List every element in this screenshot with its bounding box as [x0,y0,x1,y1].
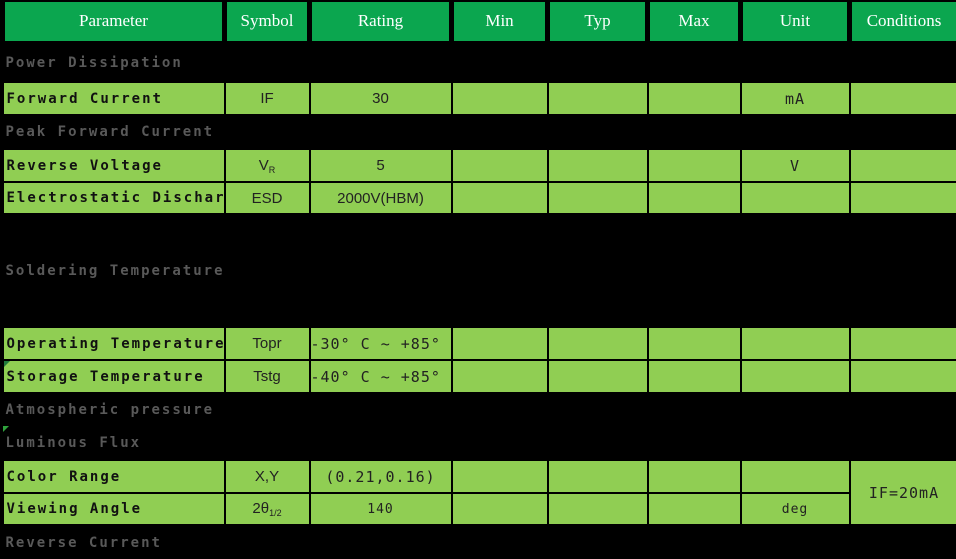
cell-min [452,493,548,525]
cell-conditions [850,182,956,214]
cell-unit [741,460,850,493]
cell-typ [548,327,648,360]
cell-symbol: IF [225,82,310,115]
symbol-subscript: 1/2 [269,508,282,518]
cell-unit [741,327,850,360]
section-row: Luminous Flux [3,426,956,460]
cell-parameter: Viewing Angle [3,493,225,525]
cell-parameter: Forward Current [3,82,225,115]
cell-symbol: 2θ1/2 [225,493,310,525]
cell-rating: 5 [310,149,452,182]
cell-conditions [850,82,956,115]
cell-rating: -40° C ~ +85° C [310,360,452,393]
cell-rating: 30 [310,82,452,115]
table-row-operating-temperature: Operating Temperature Topr -30° C ~ +85°… [3,327,956,360]
cell-conditions [850,149,956,182]
cell-parameter: Reverse Voltage [3,149,225,182]
section-row: Atmospheric pressure [3,393,956,426]
symbol-subscript: R [269,165,276,175]
cell-unit [741,360,850,393]
cell-symbol: Topr [225,327,310,360]
cell-max [648,82,741,115]
cell-min [452,360,548,393]
cell-typ [548,149,648,182]
column-header-parameter: Parameter [3,1,225,43]
section-row: Soldering Temperature [3,214,956,327]
cell-unit: deg [741,493,850,525]
cell-min [452,149,548,182]
column-header-symbol: Symbol [225,1,310,43]
comment-marker-icon [3,426,9,432]
cell-typ [548,82,648,115]
table-row-color-range: Color Range X,Y (0.21,0.16) IF=20mA [3,460,956,493]
cell-parameter: Color Range [3,460,225,493]
cell-parameter: Storage Temperature [3,360,225,393]
table-row-storage-temperature: Storage Temperature Tstg -40° C ~ +85° C [3,360,956,393]
cell-typ [548,360,648,393]
column-header-typ: Typ [548,1,648,43]
cell-typ [548,493,648,525]
cell-max [648,493,741,525]
cell-conditions [850,360,956,393]
section-row: Power Dissipation [3,43,956,82]
cell-rating: -30° C ~ +85° C [310,327,452,360]
cell-min [452,460,548,493]
section-label-reverse-current: Reverse Current [3,525,956,559]
cell-max [648,149,741,182]
cell-rating: 2000V(HBM) [310,182,452,214]
cell-symbol: VR [225,149,310,182]
cell-symbol: ESD [225,182,310,214]
cell-symbol: Tstg [225,360,310,393]
cell-min [452,82,548,115]
column-header-max: Max [648,1,741,43]
table-row-forward-current: Forward Current IF 30 mA [3,82,956,115]
column-header-min: Min [452,1,548,43]
cell-unit: V [741,149,850,182]
cell-parameter: Operating Temperature [3,327,225,360]
comment-marker-icon [4,361,10,367]
cell-min [452,327,548,360]
cell-rating: 140 [310,493,452,525]
cell-typ [548,460,648,493]
cell-unit: mA [741,82,850,115]
table-row-electrostatic-discharge: Electrostatic Discharge ESD 2000V(HBM) [3,182,956,214]
cell-unit [741,182,850,214]
cell-rating: (0.21,0.16) [310,460,452,493]
section-label-power-dissipation: Power Dissipation [3,43,956,82]
cell-max [648,460,741,493]
cell-max [648,182,741,214]
table-row-viewing-angle: Viewing Angle 2θ1/2 140 deg [3,493,956,525]
cell-max [648,360,741,393]
cell-typ [548,182,648,214]
section-row: Reverse Current [3,525,956,559]
section-label-luminous-flux: Luminous Flux [3,426,956,460]
table-header-row: Parameter Symbol Rating Min Typ Max Unit… [3,1,956,43]
table-row-reverse-voltage: Reverse Voltage VR 5 V [3,149,956,182]
section-row: Peak Forward Current [3,115,956,149]
cell-conditions [850,327,956,360]
column-header-rating: Rating [310,1,452,43]
cell-parameter: Electrostatic Discharge [3,182,225,214]
cell-conditions-merged: IF=20mA [850,460,956,525]
section-label-peak-forward-current: Peak Forward Current [3,115,956,149]
cell-symbol: X,Y [225,460,310,493]
column-header-conditions: Conditions [850,1,956,43]
section-label-atmospheric-pressure: Atmospheric pressure [3,393,956,426]
cell-min [452,182,548,214]
section-label-soldering-temperature: Soldering Temperature [3,214,956,327]
column-header-unit: Unit [741,1,850,43]
cell-max [648,327,741,360]
